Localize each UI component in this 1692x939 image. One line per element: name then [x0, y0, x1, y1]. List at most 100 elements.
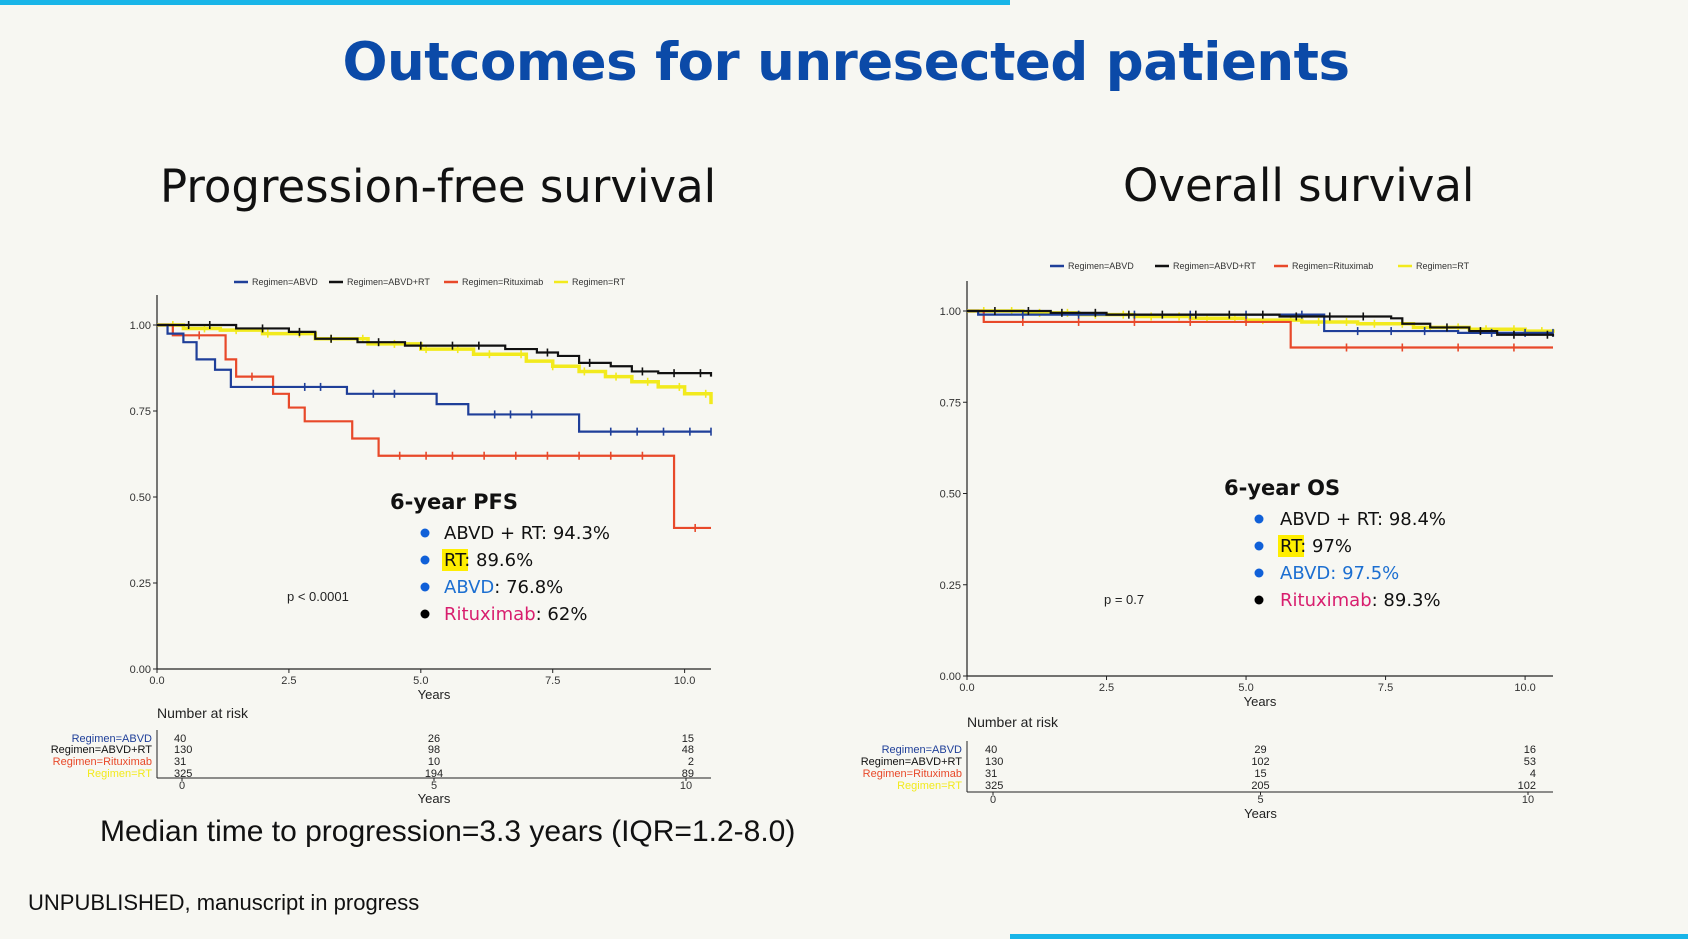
risk-cell: 102 [1518, 780, 1536, 792]
annotation-label: RT [1280, 536, 1303, 557]
y-tick-label: 0.25 [940, 580, 961, 592]
annotation-value: : 89.6% [464, 550, 533, 571]
risk-cell: 15 [1254, 768, 1266, 780]
annotation-label: Rituximab [444, 604, 536, 625]
annotation-bullet [1254, 541, 1264, 551]
p-value: p = 0.7 [1104, 592, 1144, 607]
series-line [157, 323, 711, 433]
annotation-item: Rituximab: 62% [444, 604, 587, 625]
annotation-item: ABVD + RT: 94.3% [444, 523, 610, 544]
legend-label: Regimen=ABVD+RT [347, 277, 430, 287]
risk-cell: 16 [1524, 744, 1536, 756]
y-tick-label: 1.00 [940, 306, 961, 318]
risk-cell: 2 [688, 756, 694, 768]
risk-cell: 325 [985, 780, 1003, 792]
annotation-bullet [420, 582, 430, 592]
annotation-heading: 6-year PFS [390, 490, 518, 514]
annotation-bullet [420, 528, 430, 538]
risk-x-tick-label: 5 [1257, 794, 1263, 806]
right-edge [1688, 0, 1692, 939]
risk-cell: 130 [985, 756, 1003, 768]
risk-cell: 102 [1251, 756, 1269, 768]
risk-cell: 53 [1524, 756, 1536, 768]
bottom-accent-bar [1010, 934, 1692, 939]
risk-x-axis-label: Years [418, 791, 451, 806]
risk-row-label: Regimen=ABVD [72, 733, 152, 745]
annotation-value: : 97% [1300, 536, 1352, 557]
risk-cell: 10 [428, 756, 440, 768]
median-time-note: Median time to progression=3.3 years (IQ… [100, 815, 796, 848]
annotation-label: ABVD + RT [1280, 509, 1380, 530]
x-tick-label: 5.0 [1238, 682, 1253, 694]
risk-cell: 40 [174, 733, 186, 745]
annotation-value: : 98.4% [1377, 509, 1446, 530]
x-tick-label: 2.5 [281, 675, 296, 687]
series-line [157, 323, 711, 530]
unpublished-note: UNPUBLISHED, manuscript in progress [28, 890, 420, 915]
curve-abvd [157, 323, 712, 436]
risk-row-label: Regimen=ABVD [882, 744, 962, 756]
risk-cell: 40 [985, 744, 997, 756]
risk-cell: 29 [1254, 744, 1266, 756]
annotation-value: : 62% [536, 604, 588, 625]
curve-abvd-rt [967, 307, 1555, 339]
y-tick-label: 0.50 [130, 492, 151, 504]
annotation-bullet [420, 555, 430, 565]
risk-x-tick-label: 10 [1522, 794, 1534, 806]
risk-cell: 31 [174, 756, 186, 768]
y-tick-label: 0.75 [940, 397, 961, 409]
x-axis-label: Years [418, 687, 451, 702]
y-tick-label: 0.00 [130, 664, 151, 676]
annotation-bullet [420, 609, 430, 619]
top-accent-bar [0, 0, 1010, 5]
risk-cell: 98 [428, 744, 440, 756]
y-tick-label: 0.75 [130, 406, 151, 418]
annotation-item: ABVD + RT: 98.4% [1280, 509, 1446, 530]
annotation-item: ABVD: 76.8% [444, 577, 563, 598]
legend-label: Regimen=ABVD+RT [1173, 261, 1256, 271]
risk-x-tick-label: 0 [990, 794, 996, 806]
series-line [157, 323, 713, 377]
x-tick-label: 7.5 [1378, 682, 1393, 694]
curve-rituximab [157, 323, 711, 532]
annotation-item: Rituximab: 89.3% [1280, 590, 1441, 611]
y-tick-label: 1.00 [130, 320, 151, 332]
risk-table-title: Number at risk [967, 714, 1059, 730]
risk-cell: 26 [428, 733, 440, 745]
legend-label: Regimen=ABVD [252, 277, 318, 287]
x-tick-label: 2.5 [1099, 682, 1114, 694]
annotation-item: RT: 89.6% [444, 550, 533, 571]
risk-cell: 194 [425, 768, 443, 780]
risk-cell: 15 [682, 733, 694, 745]
legend-label: Regimen=Rituximab [462, 277, 543, 287]
y-tick-label: 0.00 [940, 671, 961, 683]
annotation-item: RT: 97% [1280, 536, 1352, 557]
series-line [967, 309, 1555, 337]
series-line [967, 309, 1553, 349]
y-tick-label: 0.25 [130, 578, 151, 590]
legend-label: Regimen=RT [1416, 261, 1470, 271]
risk-x-tick-label: 10 [680, 780, 692, 792]
curve-abvd-rt [157, 321, 713, 378]
risk-row-label: Regimen=Rituximab [863, 768, 962, 780]
risk-row-label: Regimen=Rituximab [53, 756, 152, 768]
risk-cell: 325 [174, 768, 192, 780]
annotation-value: : 97.5% [1330, 563, 1399, 584]
risk-cell: 48 [682, 744, 694, 756]
annotation-label: ABVD [444, 577, 494, 598]
annotation-item: ABVD: 97.5% [1280, 563, 1399, 584]
annotation-value: : 89.3% [1372, 590, 1441, 611]
risk-row-label: Regimen=ABVD+RT [861, 756, 963, 768]
p-value: p < 0.0001 [287, 589, 349, 604]
x-tick-label: 0.0 [959, 682, 974, 694]
annotation-bullet [1254, 595, 1264, 605]
y-tick-label: 0.50 [940, 489, 961, 501]
slide-title: Outcomes for unresected patients [342, 32, 1350, 93]
annotation-bullet [1254, 514, 1264, 524]
label-highlight [1278, 535, 1304, 557]
x-tick-label: 10.0 [674, 675, 695, 687]
risk-cell: 89 [682, 768, 694, 780]
risk-cell: 205 [1251, 780, 1269, 792]
